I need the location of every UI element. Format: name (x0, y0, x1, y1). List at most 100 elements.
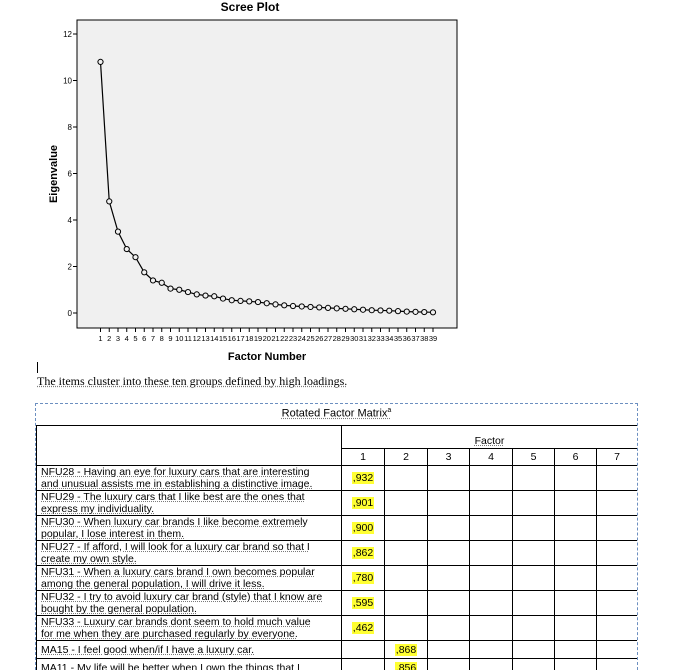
loading-value: ,868 (394, 643, 418, 656)
item-label-cell: NFU28 - Having an eye for luxury cars th… (36, 465, 342, 491)
table-row: NFU31 - When a luxury cars brand I own b… (36, 565, 637, 591)
loading-cell (469, 590, 513, 616)
header-row-columns: 1 2 3 4 5 6 7 (37, 448, 637, 466)
loading-cell: ,901 (341, 490, 385, 516)
x-tick-label: 12 (193, 334, 201, 343)
loading-value: ,862 (351, 547, 375, 559)
x-tick-label: 22 (280, 334, 288, 343)
x-tick-label: 1 (98, 334, 102, 343)
y-tick-label: 6 (68, 170, 73, 179)
x-tick-label: 23 (289, 334, 297, 343)
data-point (403, 308, 410, 315)
matrix-title: Rotated Factor Matrixa (36, 407, 637, 420)
data-point (202, 292, 209, 299)
loading-value: ,780 (351, 572, 375, 584)
factor-header-cell: Factor (340, 425, 637, 449)
data-point (114, 228, 122, 235)
loading-cell (384, 565, 428, 591)
x-tick-label: 24 (298, 334, 306, 343)
x-tick-label: 36 (403, 334, 411, 343)
data-point (386, 307, 393, 314)
loading-cell (512, 640, 555, 659)
data-point (167, 285, 174, 292)
table-row: NFU32 - I try to avoid luxury car brand … (36, 590, 637, 616)
data-point (429, 309, 437, 316)
x-tick-label: 18 (245, 334, 253, 343)
data-point (132, 254, 139, 261)
loading-cell (384, 590, 428, 616)
loading-cell (512, 540, 555, 566)
data-point (123, 245, 130, 253)
y-tick-label: 2 (68, 263, 73, 272)
data-point (281, 302, 288, 309)
loading-cell (595, 515, 637, 541)
x-tick-label: 13 (201, 334, 209, 343)
scree-markers (97, 58, 437, 316)
loading-cell (554, 640, 597, 659)
loading-cell (512, 490, 555, 516)
x-tick-label: 7 (151, 334, 155, 343)
y-axis-label: Eigenvalue (48, 145, 60, 203)
y-tick-label: 12 (63, 30, 72, 39)
loading-cell (469, 490, 513, 516)
loading-cell (554, 658, 597, 670)
data-point (324, 304, 332, 311)
item-label-cell: NFU32 - I try to avoid luxury car brand … (36, 590, 342, 616)
loading-cell (554, 540, 597, 566)
item-label-line: express my individuality. (41, 503, 155, 515)
item-label-line: create my own style. (41, 553, 137, 565)
item-label-cell: NFU29 - The luxury cars that I like best… (36, 490, 342, 516)
item-label-line: MA11 - My life will be better when I own… (41, 661, 300, 670)
data-point (158, 279, 165, 286)
item-label-line: NFU29 - The luxury cars that I like best… (41, 491, 305, 503)
x-tick-label: 35 (394, 334, 402, 343)
item-label-line: and unusual assists me in establishing a… (41, 478, 313, 490)
data-point (377, 307, 384, 314)
loading-cell (469, 465, 513, 491)
loading-cell (595, 640, 637, 659)
loading-cell (469, 615, 513, 641)
plot-area (76, 19, 458, 329)
table-row: MA15 - I feel good when/if I have a luxu… (36, 640, 637, 659)
item-label-line: NFU27 - If afford, I will look for a lux… (41, 541, 310, 553)
loading-cell (427, 490, 470, 516)
loading-cell (512, 465, 555, 491)
x-tick-label: 3 (116, 334, 120, 343)
x-tick-label: 37 (411, 334, 419, 343)
loading-value: ,932 (351, 472, 375, 484)
data-point (359, 306, 367, 313)
item-label-cell: NFU30 - When luxury car brands I like be… (36, 515, 342, 541)
data-point (421, 308, 428, 316)
factor-header: Factor (474, 435, 505, 447)
x-tick-label: 32 (368, 334, 376, 343)
data-point (228, 297, 235, 304)
loading-cell (595, 465, 637, 491)
loading-value: ,856 (394, 661, 418, 670)
loading-cell (384, 540, 428, 566)
data-point (412, 308, 419, 315)
x-tick-label: 17 (236, 334, 244, 343)
column-header: 2 (384, 448, 428, 466)
loading-cell (595, 615, 637, 641)
data-point (342, 305, 349, 312)
y-tick-label: 0 (68, 309, 73, 318)
loading-cell (384, 615, 428, 641)
y-axis: 0 2 4 6 8 10 12 (63, 30, 77, 318)
column-header: 7 (595, 448, 637, 466)
x-tick-label: 8 (160, 334, 164, 343)
loading-cell (595, 565, 637, 591)
table-row: MA11 - My life will be better when I own… (36, 658, 637, 670)
loading-cell (427, 540, 470, 566)
item-label-line: for me when they are purchased regularly… (41, 628, 298, 640)
rotated-factor-matrix: Rotated Factor Matrixa Factor 1 2 3 4 5 … (35, 403, 638, 670)
x-tick-label: 19 (254, 334, 262, 343)
loading-cell (595, 490, 637, 516)
table-row: NFU30 - When luxury car brands I like be… (36, 515, 637, 541)
data-point (307, 303, 314, 311)
x-axis: 1 2 3 4 5 6 7 8 9 10 11 12 13 14 15 16 17 18 19 20 21 22 23 24 2… (98, 328, 437, 343)
loading-cell (512, 658, 555, 670)
loading-cell (427, 590, 470, 616)
x-tick-label: 30 (350, 334, 358, 343)
loading-cell (469, 540, 513, 566)
